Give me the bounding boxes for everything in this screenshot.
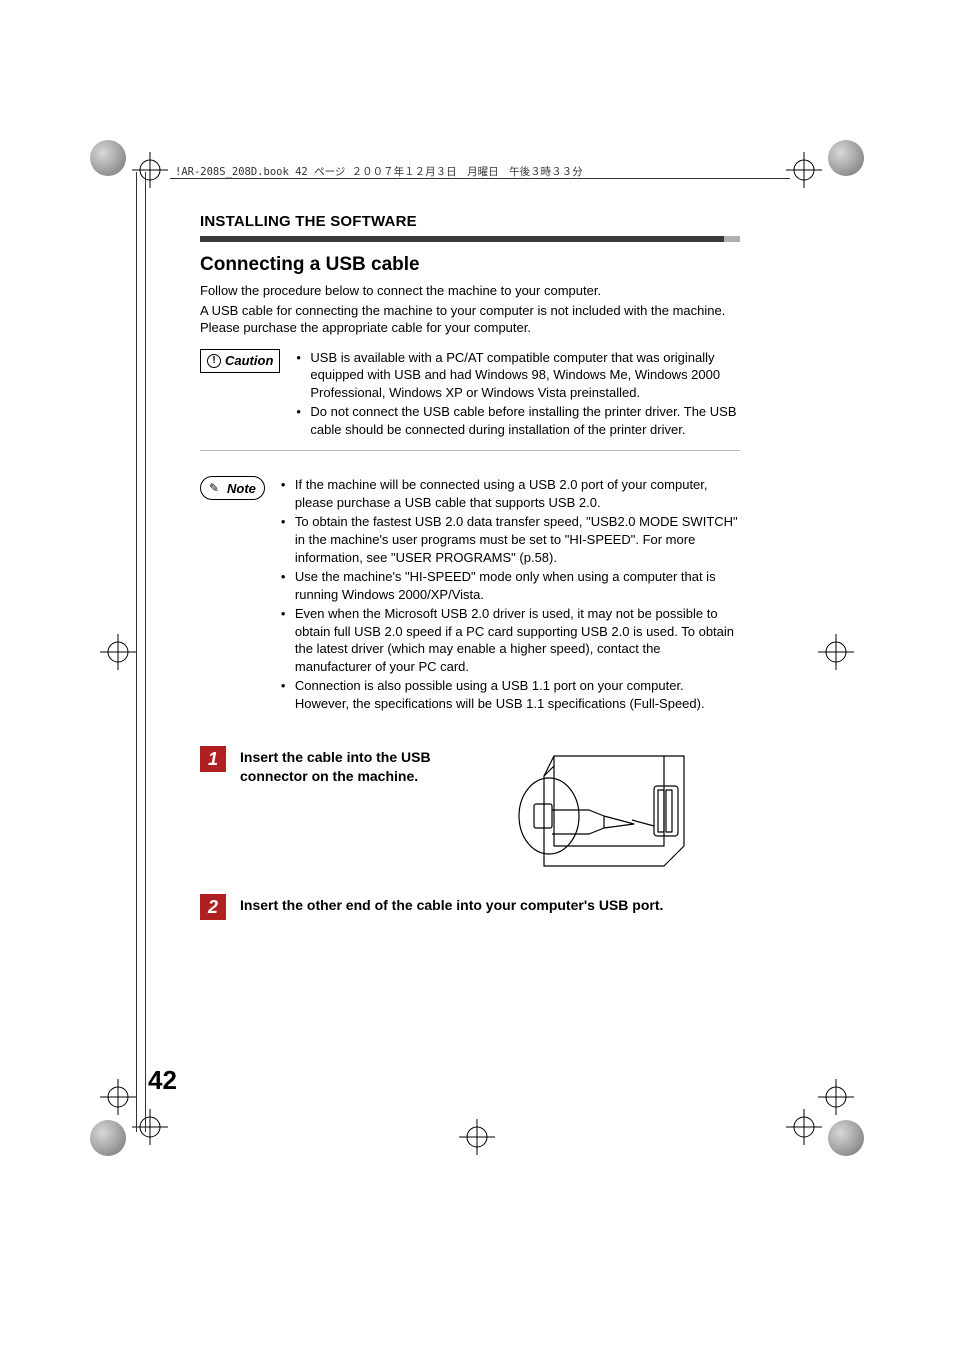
reg-mark-icon [455,1115,499,1159]
note-item: Even when the Microsoft USB 2.0 driver i… [279,605,740,675]
intro-line: Follow the procedure below to connect th… [200,282,740,300]
header-filename: !AR-208S_208D.book 42 ページ ２００７年１２月３日 月曜日… [175,164,583,179]
section-title: INSTALLING THE SOFTWARE [200,213,740,230]
step-2: 2 Insert the other end of the cable into… [200,894,740,920]
crop-ball-tl [90,140,126,176]
note-item: To obtain the fastest USB 2.0 data trans… [279,513,740,566]
intro-paragraph: Follow the procedure below to connect th… [200,282,740,337]
note-item: Connection is also possible using a USB … [279,677,740,712]
crop-ball-br [828,1120,864,1156]
step-text: Insert the other end of the cable into y… [240,894,740,920]
reg-mark-icon [782,148,826,192]
callout-divider [200,450,740,464]
caution-label: Caution [225,353,273,368]
caution-list: USB is available with a PC/AT compatible… [294,349,740,441]
crop-ball-tr [828,140,864,176]
caution-callout: ! Caution USB is available with a PC/AT … [200,349,740,441]
reg-mark-icon [814,630,858,674]
note-item: Use the machine's "HI-SPEED" mode only w… [279,568,740,603]
step-number: 1 [200,746,226,772]
caution-item: Do not connect the USB cable before inst… [294,403,740,438]
step-text: Insert the cable into the USB connector … [240,746,490,876]
crop-ball-bl [90,1120,126,1156]
note-label: Note [227,481,256,496]
reg-mark-icon [96,1075,140,1119]
note-badge: ✎ Note [200,476,265,500]
reg-mark-icon [814,1075,858,1119]
reg-mark-icon [782,1105,826,1149]
intro-line: A USB cable for connecting the machine t… [200,302,740,337]
subsection-title: Connecting a USB cable [200,254,740,276]
caution-icon: ! [207,354,221,368]
note-item: If the machine will be connected using a… [279,476,740,511]
reg-mark-icon [96,630,140,674]
crop-hairline [145,172,146,1132]
reg-mark-icon [128,148,172,192]
section-divider [200,236,740,242]
page-content: INSTALLING THE SOFTWARE Connecting a USB… [200,213,740,920]
reg-mark-icon [128,1105,172,1149]
usb-connector-illustration [504,746,694,876]
page-number: 42 [148,1065,177,1096]
caution-badge: ! Caution [200,349,280,373]
step-1: 1 Insert the cable into the USB connecto… [200,746,740,876]
pencil-icon: ✎ [209,481,223,495]
crop-hairline [136,172,137,1132]
note-list: If the machine will be connected using a… [279,476,740,714]
step-number: 2 [200,894,226,920]
caution-item: USB is available with a PC/AT compatible… [294,349,740,402]
note-callout: ✎ Note If the machine will be connected … [200,476,740,714]
